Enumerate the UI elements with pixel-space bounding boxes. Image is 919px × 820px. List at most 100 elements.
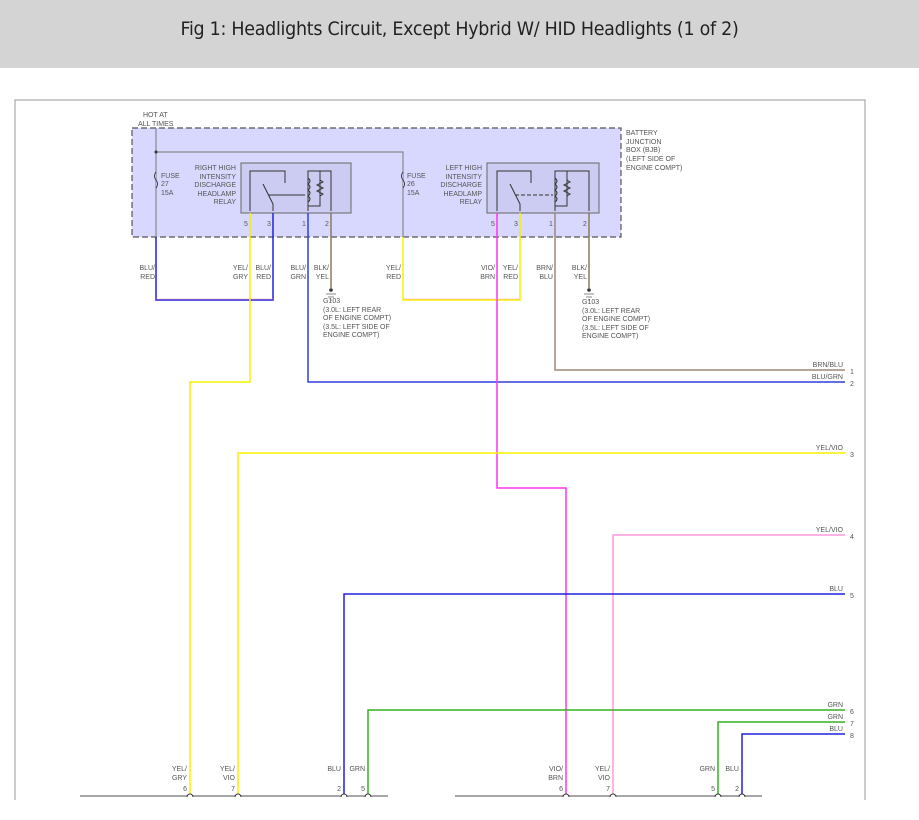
- ground-label-line: OF ENGINE COMPT): [582, 316, 650, 323]
- ground-label-line: (3.0L: LEFT REAR: [323, 307, 381, 314]
- relay-label-line: DISCHARGE: [194, 182, 236, 189]
- ground-label-line: (3.0L: LEFT REAR: [582, 308, 640, 315]
- pin-label: 3: [267, 221, 271, 228]
- wire-label: RED: [503, 274, 518, 281]
- figure-title: Fig 1: Headlights Circuit, Except Hybrid…: [180, 18, 739, 40]
- wire-label: BLU/: [255, 265, 271, 272]
- right-hid-relay: RIGHT HIGH INTENSITY DISCHARGE HEADLAMP …: [194, 162, 352, 228]
- wire-blu-5: [343, 593, 845, 796]
- ground-icon: [326, 288, 336, 301]
- terminal-icon: [234, 793, 242, 798]
- hot-at-label-2: ALL TIMES: [138, 121, 174, 128]
- connector-pin-number: 5: [711, 786, 715, 793]
- connector-pin-number: 7: [606, 786, 610, 793]
- wire-label: RED: [140, 274, 155, 281]
- terminal-icon: [340, 793, 348, 798]
- relay-label-line: DISCHARGE: [440, 182, 482, 189]
- relay-label-line: RELAY: [214, 199, 237, 206]
- diagram-frame: [14, 99, 866, 800]
- wire-color-label: BRN/BLU: [813, 362, 843, 369]
- ground-label-line: G103: [582, 299, 599, 306]
- wire-color-label: YEL/VIO: [816, 445, 844, 452]
- wire-number: 4: [850, 534, 854, 541]
- connector-wire-label: GRN: [699, 766, 715, 773]
- connector-labels: YEL/GRY 6 YEL/VIO 7 BLU 2 GRN 5 VIO/BRN 6 YEL/VIO 7…: [172, 766, 746, 798]
- wire-number: 5: [850, 593, 854, 600]
- connector-wire-label: GRY: [172, 775, 187, 782]
- wire-label: BLU/: [139, 265, 155, 272]
- pin-label: 1: [549, 221, 553, 228]
- terminal-icon: [738, 793, 746, 798]
- ground-label-line: G103: [323, 298, 340, 305]
- connector-wire-label: BLU: [327, 766, 341, 773]
- connector-wire-label: YEL/: [220, 766, 235, 773]
- terminal-icon: [186, 793, 194, 798]
- relay-label-line: HEADLAMP: [443, 191, 482, 198]
- fuse-27-number: 27: [161, 181, 169, 188]
- ground-label-line: ENGINE COMPT): [323, 332, 379, 339]
- relay-label-line: INTENSITY: [445, 174, 482, 181]
- wire-blu-red: [155, 213, 274, 301]
- relay-label-line: LEFT HIGH: [446, 165, 482, 172]
- wire-blu-8: [741, 733, 845, 796]
- relay-label-line: HEADLAMP: [197, 191, 236, 198]
- relay-label-line: INTENSITY: [199, 174, 236, 181]
- wire-grn-7: [717, 721, 845, 796]
- connector-pin-number: 5: [361, 786, 365, 793]
- wire-color-label: YEL/VIO: [816, 527, 844, 534]
- wire-brn-blu: [554, 213, 845, 371]
- wire-color-label: BLU/GRN: [812, 374, 843, 381]
- pin-label: 2: [325, 221, 329, 228]
- wires: [155, 213, 845, 796]
- ground-label-line: (3.5L: LEFT SIDE OF: [582, 325, 649, 332]
- fuse-26-label: FUSE: [407, 173, 426, 180]
- wire-labels-top: BLU/RED YEL/GRY BLU/RED BLU/GRN BLK/YEL YEL/R…: [139, 265, 587, 281]
- wire-number: 6: [850, 709, 854, 716]
- hot-at-label-1: HOT AT: [143, 112, 168, 119]
- connector-wire-label: YEL/: [172, 766, 187, 773]
- connector-wire-label: BRN: [548, 775, 563, 782]
- wire-blu-grn: [307, 213, 845, 383]
- fuse-26-icon: [401, 171, 405, 189]
- terminal-icon: [364, 793, 372, 798]
- connector-wire-label: VIO/: [549, 766, 563, 773]
- wire-color-label: BLU: [829, 586, 843, 593]
- fuse-27-rating: 15A: [161, 190, 174, 197]
- bjb-label: BATTERY JUNCTION BOX (BJB) (LEFT SIDE OF…: [626, 130, 682, 172]
- left-hid-relay: LEFT HIGH INTENSITY DISCHARGE HEADLAMP R…: [440, 162, 600, 228]
- connector-pin-number: 2: [337, 786, 341, 793]
- wire-label: RED: [386, 274, 401, 281]
- wire-label: BLU/: [290, 265, 306, 272]
- wire-number: 8: [850, 733, 854, 740]
- wire-label: YEL/: [386, 265, 401, 272]
- pin-label: 1: [302, 221, 306, 228]
- wire-label: GRN: [290, 274, 306, 281]
- wire-yel-vio-4: [612, 534, 845, 796]
- figure-header: Fig 1: Headlights Circuit, Except Hybrid…: [0, 0, 919, 68]
- ground-label-right: G103 (3.0L: LEFT REAR OF ENGINE COMPT) (…: [323, 298, 391, 339]
- wire-label: BLK/: [572, 265, 587, 272]
- connector-wire-label: VIO: [598, 775, 611, 782]
- fuse-26-number: 26: [407, 181, 415, 188]
- ground-label-line: ENGINE COMPT): [582, 333, 638, 340]
- ground-label-line: (3.5L: LEFT SIDE OF: [323, 324, 390, 331]
- bjb-label-line: JUNCTION: [626, 139, 661, 146]
- pin-label: 5: [491, 221, 495, 228]
- wire-yel-red: [402, 213, 521, 301]
- wire-label: GRY: [233, 274, 248, 281]
- wire-number: 1: [850, 369, 854, 376]
- connector-wire-label: VIO: [223, 775, 236, 782]
- wire-color-label: BLU: [829, 726, 843, 733]
- ground-label-line: OF ENGINE COMPT): [323, 315, 391, 322]
- wire-label: YEL/: [233, 265, 248, 272]
- fuse-26-rating: 15A: [407, 190, 420, 197]
- connector-pin-number: 2: [735, 786, 739, 793]
- wire-label: VIO/: [481, 265, 495, 272]
- pin-label: 3: [514, 221, 518, 228]
- wire-grn-6: [367, 709, 845, 796]
- wire-label: YEL: [316, 274, 329, 281]
- connector-wire-label: GRN: [349, 766, 365, 773]
- relay-label-line: RIGHT HIGH: [195, 165, 236, 172]
- connector-wire-label: BLU: [725, 766, 739, 773]
